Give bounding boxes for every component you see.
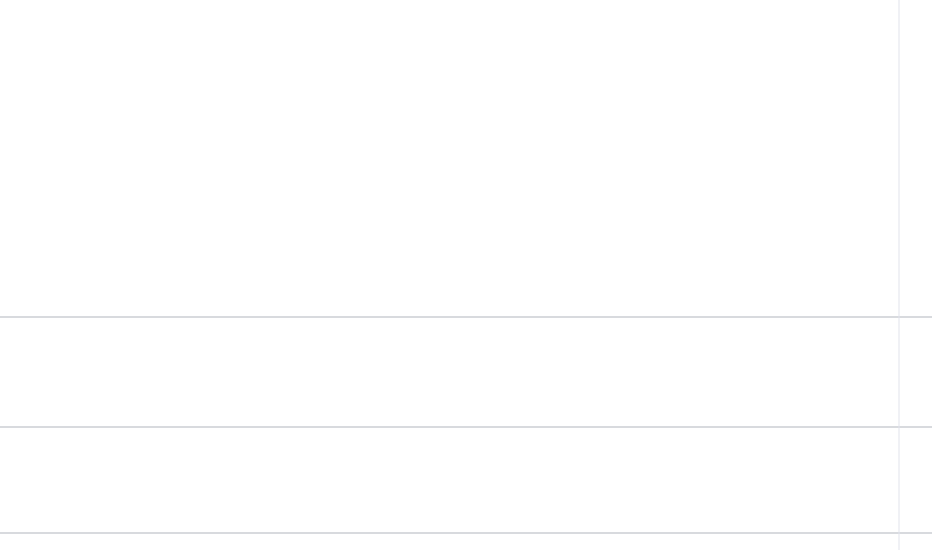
- pane-dividers: [0, 0, 932, 550]
- chart-canvas[interactable]: 130.00140.00150.00160.00170.00180.00190.…: [0, 0, 932, 550]
- background: [0, 0, 932, 550]
